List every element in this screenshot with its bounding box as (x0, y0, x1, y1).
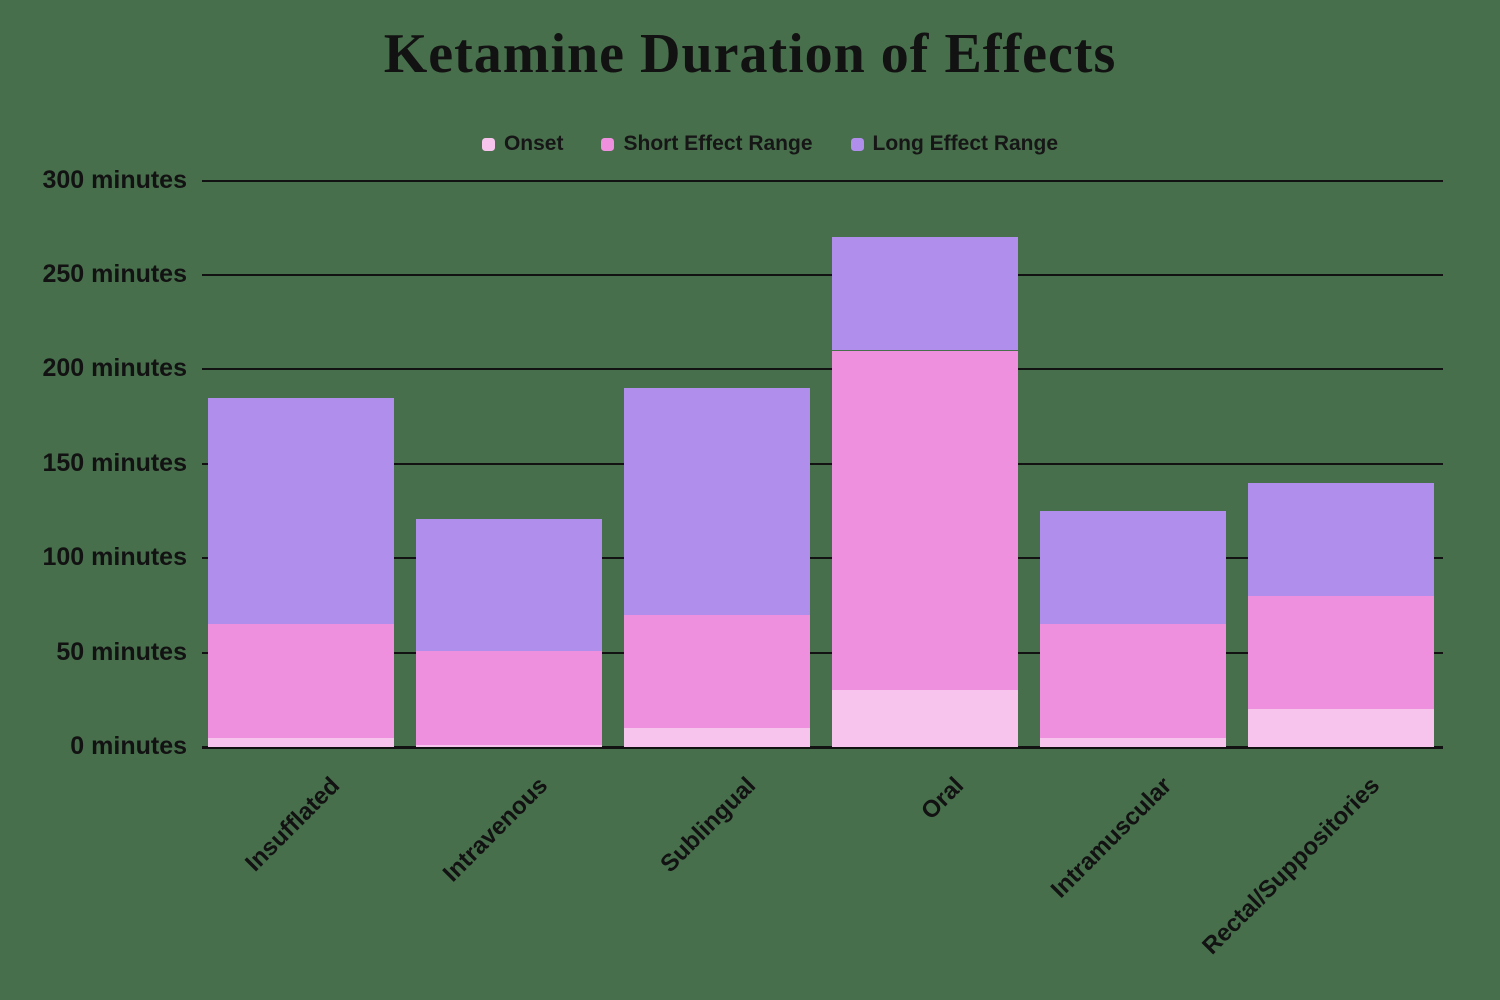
gridline-150 (202, 462, 1443, 465)
y-axis-label-300: 300 minutes (42, 165, 187, 194)
bar-oral-segment-long-effect-range (832, 237, 1018, 351)
bar-oral-segment-onset (832, 690, 1018, 747)
gridline-100 (202, 557, 1443, 560)
legend: Onset Short Effect Range Long Effect Range (100, 132, 1440, 156)
legend-label-short-effect-range: Short Effect Range (623, 132, 813, 155)
bar-sublingual-segment-short-effect-range (623, 614, 810, 729)
x-axis-label-rectal-suppositories: Rectal/Suppositories (1197, 772, 1386, 960)
bar-intravenous-segment-onset (415, 745, 602, 747)
bar-insufflated-segment-long-effect-range (207, 397, 394, 625)
x-axis-label-insufflated: Insufflated (239, 772, 345, 877)
x-axis-label-oral: Oral (916, 772, 970, 826)
legend-item-short-effect-range: Short Effect Range (601, 132, 813, 156)
legend-item-onset: Onset (481, 132, 564, 156)
y-axis-label-250: 250 minutes (42, 260, 187, 288)
bar-sublingual-segment-long-effect-range (623, 388, 810, 615)
bar-rectal-suppositories-segment-long-effect-range (1248, 482, 1435, 596)
y-axis-label-100: 100 minutes (42, 543, 187, 572)
bar-intravenous-segment-long-effect-range (415, 518, 602, 651)
legend-swatch-short-effect-range-icon (601, 137, 615, 151)
chart-title: Ketamine Duration of Effects (383, 23, 1117, 85)
bar-insufflated-segment-short-effect-range (207, 624, 394, 738)
y-axis-label-200: 200 minutes (42, 354, 187, 383)
gridline-300 (202, 179, 1443, 182)
legend-label-onset: Onset (503, 132, 564, 155)
gridline-50 (202, 651, 1443, 654)
y-axis-label-0: 0 minutes (70, 732, 187, 760)
bar-intramuscular-segment-long-effect-range (1040, 511, 1227, 625)
bar-oral-segment-short-effect-range (832, 350, 1018, 691)
legend-swatch-long-effect-range-icon (850, 137, 864, 151)
bar-rectal-suppositories-segment-onset (1248, 709, 1435, 747)
bar-rectal-suppositories-segment-short-effect-range (1248, 596, 1435, 710)
gridline-0 (202, 746, 1443, 749)
x-axis-label-sublingual: Sublingual (655, 772, 761, 878)
gridline-250 (202, 274, 1443, 276)
bar-intramuscular-segment-onset (1040, 737, 1227, 747)
legend-swatch-onset-icon (481, 137, 495, 151)
x-axis-label-intramuscular: Intramuscular (1045, 772, 1178, 904)
bar-sublingual-segment-onset (623, 728, 810, 747)
y-axis-label-150: 150 minutes (42, 448, 187, 477)
bar-intravenous-segment-short-effect-range (415, 650, 602, 746)
legend-item-long-effect-range: Long Effect Range (850, 132, 1059, 156)
gridline-200 (202, 368, 1443, 371)
bar-intramuscular-segment-short-effect-range (1040, 624, 1227, 738)
bar-insufflated-segment-onset (207, 737, 394, 747)
legend-label-long-effect-range: Long Effect Range (872, 132, 1059, 155)
y-axis-label-50: 50 minutes (56, 637, 187, 666)
x-axis-label-intravenous: Intravenous (437, 772, 553, 888)
